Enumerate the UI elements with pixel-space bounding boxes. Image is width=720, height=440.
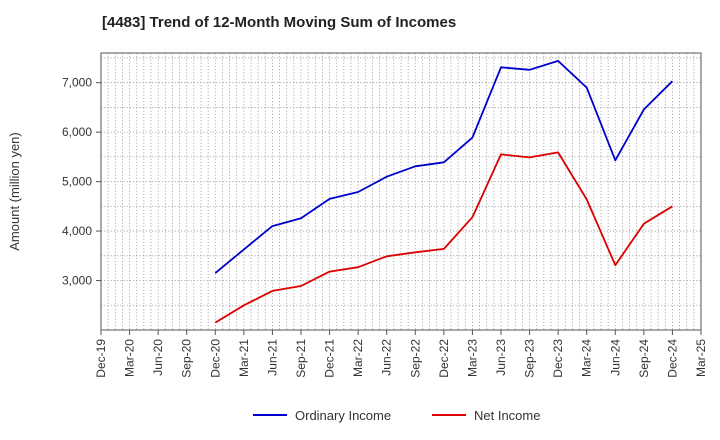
legend: Ordinary Income Net Income	[253, 408, 540, 423]
x-tick-label: Dec-21	[323, 339, 337, 378]
x-tick-label: Mar-22	[351, 339, 365, 377]
x-tick-label: Mar-20	[123, 339, 137, 377]
x-tick-label: Jun-20	[151, 339, 165, 376]
x-tick-label: Sep-24	[637, 339, 651, 378]
x-tick-label: Sep-20	[180, 339, 194, 378]
series-line-ordinary-income	[214, 60, 674, 274]
x-tick-label: Dec-24	[665, 339, 679, 378]
x-tick-label: Dec-22	[437, 339, 451, 378]
x-tick-label: Jun-23	[494, 339, 508, 376]
legend-label: Net Income	[474, 408, 540, 423]
x-tick-label: Mar-21	[237, 339, 251, 377]
y-axis: 3,000 4,000 5,000 6,000 7,000	[62, 76, 101, 288]
x-tick-label: Mar-24	[580, 339, 594, 377]
series-layer	[214, 60, 674, 324]
x-tick-label: Sep-22	[408, 339, 422, 378]
x-tick-label: Dec-19	[94, 339, 108, 378]
x-tick-label: Mar-25	[694, 339, 708, 377]
x-tick-label: Dec-20	[208, 339, 222, 378]
plot-frame	[100, 52, 702, 331]
x-tick-label: Mar-23	[465, 339, 479, 377]
y-tick-label: 4,000	[62, 224, 92, 238]
x-tick-label: Sep-23	[523, 339, 537, 378]
y-tick-label: 6,000	[62, 125, 92, 139]
x-tick-label: Jun-22	[380, 339, 394, 376]
x-axis: Dec-19 Mar-20 Jun-20 Sep-20 Dec-20 Mar-21 Jun-…	[94, 330, 708, 378]
grid-layer	[101, 53, 701, 330]
y-tick-label: 5,000	[62, 175, 92, 189]
legend-label: Ordinary Income	[295, 408, 391, 423]
x-tick-label: Jun-24	[608, 339, 622, 376]
x-tick-label: Jun-21	[265, 339, 279, 376]
y-axis-label: Amount (million yen)	[7, 132, 22, 251]
x-tick-label: Sep-21	[294, 339, 308, 378]
x-tick-label: Dec-23	[551, 339, 565, 378]
series-line-net-income	[214, 151, 673, 324]
chart-title: [4483] Trend of 12-Month Moving Sum of I…	[102, 14, 457, 31]
y-tick-label: 3,000	[62, 274, 92, 288]
y-tick-label: 7,000	[62, 76, 92, 90]
